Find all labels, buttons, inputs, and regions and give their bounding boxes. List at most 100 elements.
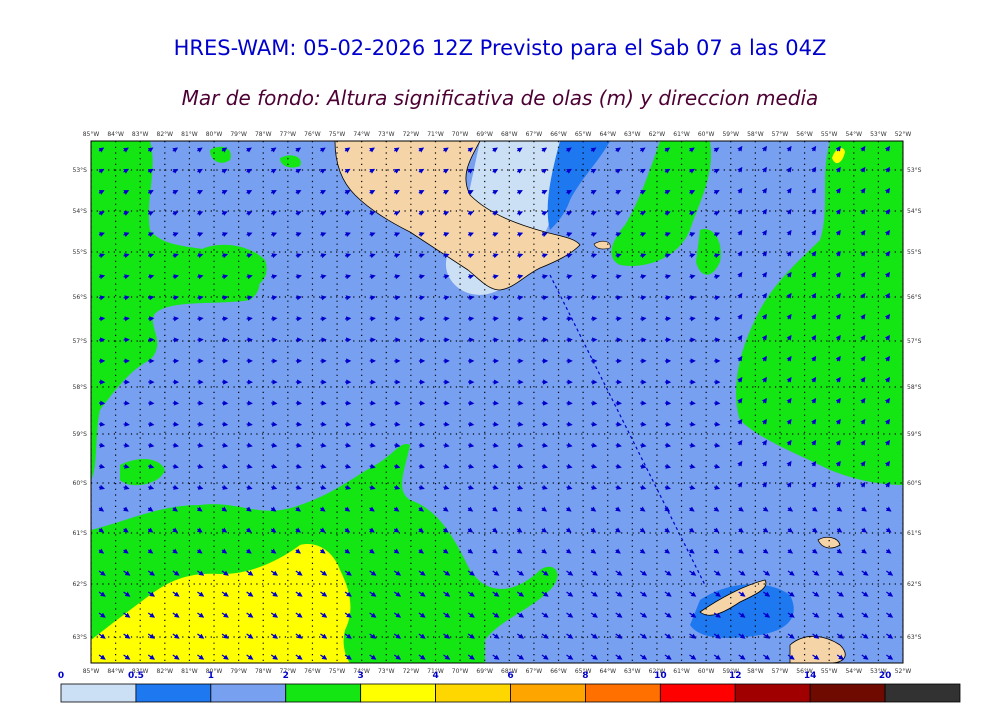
direction-arrow xyxy=(541,232,548,238)
direction-arrow xyxy=(196,548,203,554)
direction-arrow xyxy=(442,147,449,153)
colorbar-label: 2 xyxy=(283,671,289,681)
direction-arrow xyxy=(196,506,203,512)
direction-arrow xyxy=(737,376,743,383)
direction-arrow xyxy=(884,481,891,488)
direction-arrow xyxy=(664,527,671,533)
direction-arrow xyxy=(738,591,746,597)
direction-arrow xyxy=(664,316,672,322)
direction-arrow xyxy=(541,484,548,490)
direction-arrow xyxy=(394,211,401,216)
lat-label: 56°S xyxy=(73,294,88,301)
lon-label: 80°W xyxy=(206,131,223,138)
direction-arrow xyxy=(418,147,425,153)
direction-arrow xyxy=(172,168,179,174)
direction-arrow xyxy=(344,147,351,153)
direction-arrow xyxy=(467,211,474,216)
direction-arrow xyxy=(492,253,499,259)
direction-arrow xyxy=(713,548,720,554)
direction-arrow xyxy=(861,654,869,660)
direction-arrow xyxy=(761,166,767,173)
direction-arrow xyxy=(786,397,792,404)
direction-arrow xyxy=(270,506,277,512)
direction-arrow xyxy=(787,591,795,597)
direction-arrow xyxy=(566,570,574,576)
direction-arrow xyxy=(761,397,767,404)
direction-arrow xyxy=(393,506,400,512)
direction-arrow xyxy=(270,527,277,533)
direction-arrow xyxy=(737,229,743,236)
direction-arrow xyxy=(394,295,401,301)
direction-arrow xyxy=(492,463,499,469)
direction-arrow xyxy=(737,334,743,341)
direction-arrow xyxy=(640,442,647,448)
lon-label: 55°W xyxy=(821,131,838,138)
colorbar-swatch xyxy=(285,683,362,703)
direction-arrow xyxy=(911,550,915,553)
direction-arrow xyxy=(713,591,721,597)
direction-arrow xyxy=(811,250,817,257)
direction-arrow xyxy=(271,421,278,427)
direction-arrow xyxy=(640,211,647,216)
direction-arrow xyxy=(320,211,327,216)
direction-arrow xyxy=(344,253,352,259)
direction-arrow xyxy=(221,316,229,322)
lat-label: 61°S xyxy=(73,530,88,537)
direction-arrow xyxy=(394,442,401,448)
direction-arrow xyxy=(835,355,841,362)
direction-arrow xyxy=(196,527,203,533)
direction-arrow xyxy=(418,232,425,238)
colorbar-swatch xyxy=(135,683,212,703)
lon-label: 65°W xyxy=(575,668,592,675)
direction-arrow xyxy=(911,420,914,424)
direction-arrow xyxy=(369,421,376,427)
direction-arrow xyxy=(566,654,574,660)
direction-arrow xyxy=(566,591,574,597)
direction-arrow xyxy=(836,633,844,639)
lon-label: 56°W xyxy=(796,131,813,138)
direction-arrow xyxy=(811,292,817,299)
direction-arrow xyxy=(319,506,326,512)
direction-arrow xyxy=(737,208,743,215)
lon-label: 71°W xyxy=(427,668,444,675)
direction-arrow xyxy=(713,612,721,618)
colorbar-swatch xyxy=(60,683,137,703)
direction-arrow xyxy=(812,612,820,618)
direction-arrow xyxy=(418,253,425,259)
direction-arrow xyxy=(737,439,743,446)
direction-arrow xyxy=(123,463,130,469)
direction-arrow xyxy=(123,591,131,597)
direction-arrow xyxy=(884,292,891,299)
lat-label: 63°S xyxy=(907,634,922,641)
direction-arrow xyxy=(246,484,253,490)
direction-arrow xyxy=(221,421,229,427)
direction-arrow xyxy=(836,654,844,660)
direction-arrow xyxy=(615,295,622,301)
direction-arrow xyxy=(786,292,792,299)
direction-arrow xyxy=(221,612,229,618)
direction-arrow xyxy=(492,633,500,639)
direction-arrow xyxy=(566,612,574,618)
direction-arrow xyxy=(246,168,253,174)
direction-arrow xyxy=(147,232,155,238)
lon-label: 78°W xyxy=(255,131,272,138)
lon-label: 72°W xyxy=(403,668,420,675)
direction-arrow xyxy=(393,612,402,618)
direction-arrow xyxy=(640,232,647,238)
direction-arrow xyxy=(98,211,105,216)
direction-arrow xyxy=(123,316,130,322)
direction-arrow xyxy=(516,612,525,618)
direction-arrow xyxy=(689,190,696,195)
colorbar-label: 0.5 xyxy=(128,671,144,681)
direction-arrow xyxy=(344,463,352,469)
direction-arrow xyxy=(320,654,328,660)
direction-arrow xyxy=(541,316,549,322)
direction-arrow xyxy=(566,211,573,216)
direction-arrow xyxy=(786,481,792,488)
direction-arrow xyxy=(369,274,376,280)
direction-arrow xyxy=(98,591,106,597)
direction-arrow xyxy=(295,442,303,448)
direction-arrow xyxy=(467,190,474,195)
direction-arrow xyxy=(689,168,695,174)
direction-arrow xyxy=(615,633,623,639)
